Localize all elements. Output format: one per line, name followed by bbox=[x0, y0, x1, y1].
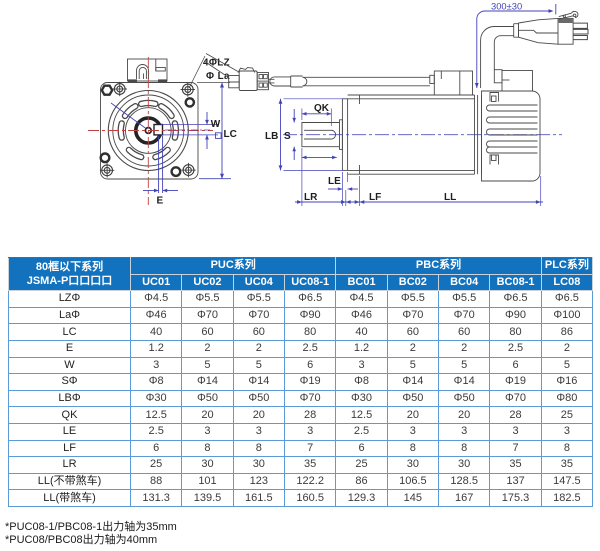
svg-text:W: W bbox=[211, 119, 221, 130]
svg-text:LF: LF bbox=[369, 192, 381, 203]
svg-text:LL: LL bbox=[444, 192, 456, 203]
svg-text:Φ La: Φ La bbox=[206, 71, 230, 82]
svg-text:S: S bbox=[284, 131, 291, 142]
svg-text:E: E bbox=[157, 196, 164, 207]
svg-text:LB: LB bbox=[265, 131, 278, 142]
svg-text:300±30: 300±30 bbox=[491, 1, 522, 12]
svg-text:LC: LC bbox=[224, 129, 237, 140]
svg-text:LR: LR bbox=[304, 192, 318, 203]
svg-text:QK: QK bbox=[314, 103, 330, 114]
svg-text:4ΦLZ: 4ΦLZ bbox=[203, 58, 230, 69]
svg-text:LE: LE bbox=[328, 176, 341, 187]
